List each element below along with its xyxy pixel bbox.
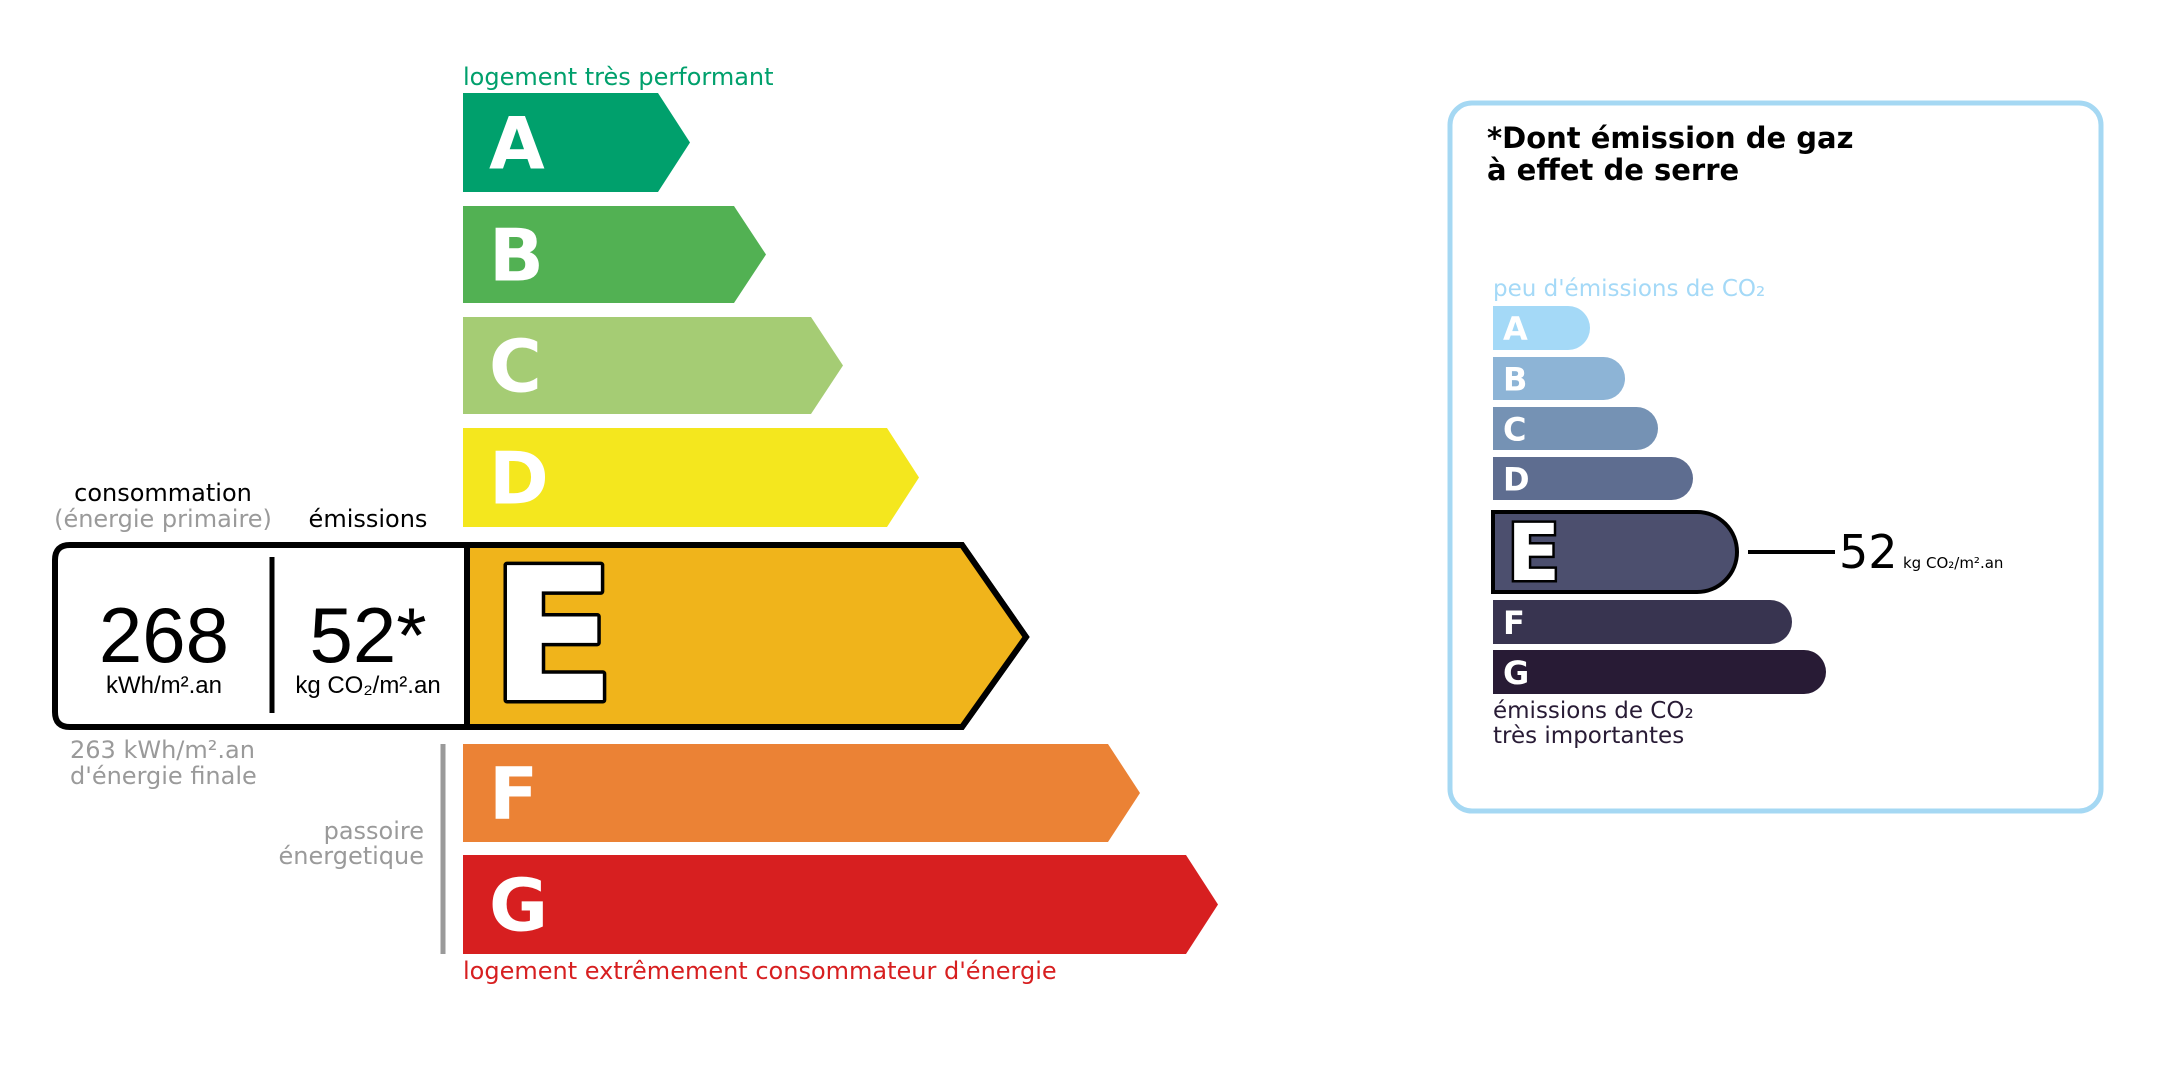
ges-letter-B: B <box>1503 361 1527 399</box>
consumption-unit: kWh/m².an <box>106 672 222 699</box>
ges-value: 52 <box>1839 525 1898 579</box>
energy-letter-B: B <box>489 214 544 298</box>
ges-letter-F: F <box>1503 604 1525 642</box>
consumption-sublabel: (énergie primaire) <box>54 505 272 533</box>
emissions-unit: kg CO₂/m².an <box>295 672 440 699</box>
ges-bar-D <box>1493 457 1693 500</box>
final-energy-line1: 263 kWh/m².an <box>70 736 255 764</box>
ges-bar-G <box>1493 650 1826 694</box>
energy-letter-D: D <box>489 437 549 521</box>
ges-bar-F <box>1493 600 1792 644</box>
ges-letter-A: A <box>1503 310 1528 348</box>
ges-bar-B <box>1493 357 1625 400</box>
ges-bottom-line2: très importantes <box>1493 723 1684 749</box>
ges-bar-A <box>1493 306 1590 350</box>
ges-unit: kg CO₂/m².an <box>1903 554 2003 572</box>
emissions-value: 52* <box>309 591 426 679</box>
energy-letter-C: C <box>489 325 542 409</box>
energy-bar-A <box>463 93 690 192</box>
energy-bar-D <box>463 428 919 527</box>
consumption-label: consommation <box>74 479 252 507</box>
ges-bottom-line1: émissions de CO₂ <box>1493 698 1694 724</box>
passoire-line2: énergetique <box>279 842 424 870</box>
passoire-line1: passoire <box>324 817 424 845</box>
ges-bar-E <box>1491 510 1739 594</box>
ges-letter-C: C <box>1503 411 1526 449</box>
ges-bar-C <box>1493 407 1658 450</box>
ges-letter-G: G <box>1503 654 1529 692</box>
ges-top-label: peu d'émissions de CO₂ <box>1493 276 1765 302</box>
energy-bottom-label: logement extrêmement consommateur d'éner… <box>463 957 1057 985</box>
energy-current-letter: E <box>490 528 616 744</box>
energy-bar-G <box>463 855 1218 954</box>
energy-letter-G: G <box>489 864 548 948</box>
ges-title-line1: *Dont émission de gaz <box>1487 121 1853 155</box>
energy-top-label: logement très performant <box>463 63 774 91</box>
energy-letter-F: F <box>489 752 538 836</box>
final-energy-line2: d'énergie finale <box>70 762 257 790</box>
energy-bar-B <box>463 206 766 303</box>
energy-current-class-box: E 268 kWh/m².an 52* kg CO₂/m².an <box>52 525 1030 748</box>
ges-letter-D: D <box>1503 461 1530 499</box>
ges-letter-E: E <box>1507 509 1560 599</box>
emissions-label: émissions <box>309 505 428 533</box>
energy-bar-F <box>463 744 1140 842</box>
consumption-value: 268 <box>99 591 229 679</box>
energy-bar-C <box>463 317 843 414</box>
ges-title-line2: à effet de serre <box>1487 153 1739 187</box>
energy-letter-A: A <box>489 102 545 186</box>
